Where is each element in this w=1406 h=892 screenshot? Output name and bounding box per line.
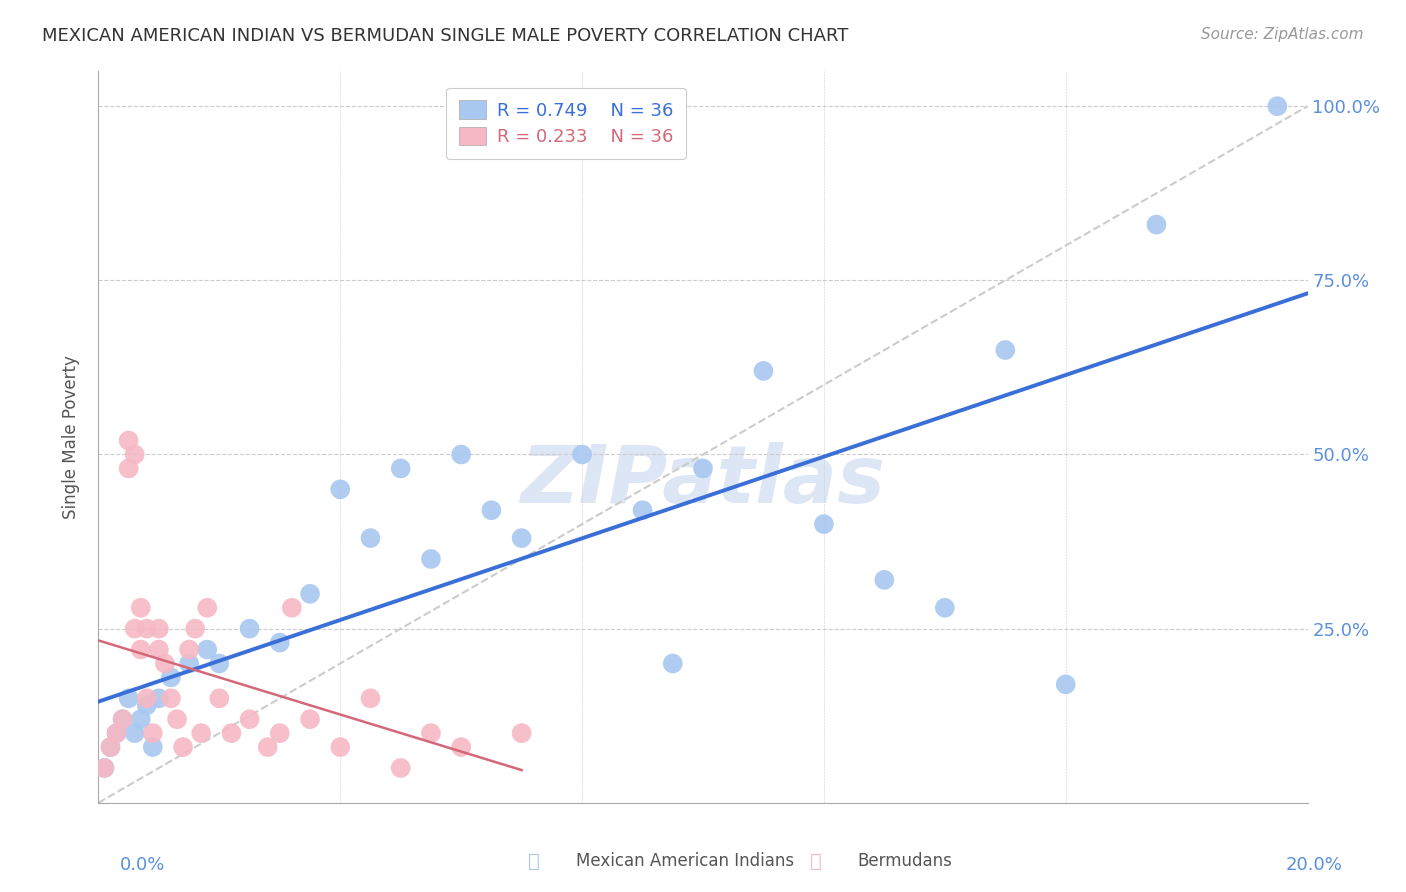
Point	[135, 698, 157, 713]
Point	[129, 600, 152, 615]
Point	[239, 622, 262, 636]
Point	[752, 364, 775, 378]
Point	[631, 503, 654, 517]
Point	[389, 461, 412, 475]
Point	[420, 552, 443, 566]
Point	[221, 726, 243, 740]
Point	[1054, 677, 1077, 691]
Point	[148, 622, 170, 636]
Point	[571, 448, 593, 462]
Point	[239, 712, 262, 726]
Point	[148, 642, 170, 657]
Point	[195, 642, 218, 657]
Text: Mexican American Indians: Mexican American Indians	[576, 852, 794, 870]
Text: ⬜: ⬜	[810, 852, 821, 871]
Point	[813, 517, 835, 532]
Point	[360, 691, 382, 706]
Point	[269, 635, 291, 649]
Point	[172, 740, 194, 755]
Text: ⬜: ⬜	[529, 852, 540, 871]
Point	[184, 622, 207, 636]
Point	[105, 726, 128, 740]
Point	[148, 691, 170, 706]
Point	[1144, 218, 1167, 232]
Point	[118, 461, 141, 475]
Text: 20.0%: 20.0%	[1286, 856, 1343, 874]
Legend: R = 0.749    N = 36, R = 0.233    N = 36: R = 0.749 N = 36, R = 0.233 N = 36	[446, 87, 686, 159]
Point	[195, 600, 218, 615]
Point	[124, 622, 146, 636]
Text: MEXICAN AMERICAN INDIAN VS BERMUDAN SINGLE MALE POVERTY CORRELATION CHART: MEXICAN AMERICAN INDIAN VS BERMUDAN SING…	[42, 27, 849, 45]
Point	[450, 448, 472, 462]
Point	[281, 600, 304, 615]
Point	[118, 691, 141, 706]
Point	[142, 726, 165, 740]
Y-axis label: Single Male Poverty: Single Male Poverty	[62, 355, 80, 519]
Point	[142, 740, 165, 755]
Point	[160, 670, 183, 684]
Point	[135, 691, 157, 706]
Point	[190, 726, 212, 740]
Point	[118, 434, 141, 448]
Point	[873, 573, 896, 587]
Point	[934, 600, 956, 615]
Point	[111, 712, 134, 726]
Point	[420, 726, 443, 740]
Text: Source: ZipAtlas.com: Source: ZipAtlas.com	[1201, 27, 1364, 42]
Point	[179, 642, 201, 657]
Point	[93, 761, 115, 775]
Point	[994, 343, 1017, 357]
Point	[135, 622, 157, 636]
Point	[450, 740, 472, 755]
Point	[329, 740, 352, 755]
Point	[510, 531, 533, 545]
Point	[661, 657, 683, 671]
Point	[153, 657, 176, 671]
Point	[111, 712, 134, 726]
Point	[1267, 99, 1289, 113]
Point	[510, 726, 533, 740]
Text: ZIPatlas: ZIPatlas	[520, 442, 886, 520]
Point	[124, 726, 146, 740]
Point	[166, 712, 188, 726]
Point	[100, 740, 122, 755]
Point	[124, 448, 146, 462]
Point	[105, 726, 128, 740]
Point	[269, 726, 291, 740]
Point	[179, 657, 201, 671]
Point	[256, 740, 278, 755]
Point	[129, 712, 152, 726]
Point	[360, 531, 382, 545]
Point	[208, 657, 231, 671]
Point	[299, 712, 322, 726]
Point	[299, 587, 322, 601]
Point	[160, 691, 183, 706]
Point	[481, 503, 503, 517]
Text: Bermudans: Bermudans	[858, 852, 952, 870]
Point	[93, 761, 115, 775]
Point	[692, 461, 714, 475]
Point	[329, 483, 352, 497]
Point	[389, 761, 412, 775]
Text: 0.0%: 0.0%	[120, 856, 165, 874]
Point	[100, 740, 122, 755]
Point	[208, 691, 231, 706]
Point	[129, 642, 152, 657]
